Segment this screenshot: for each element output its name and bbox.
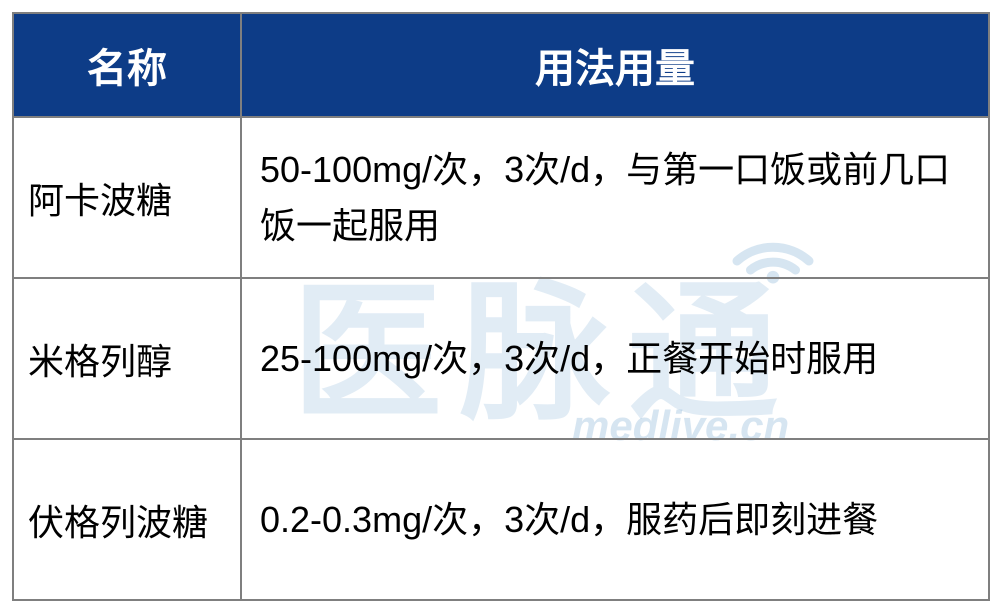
cell-name: 米格列醇 <box>13 278 241 439</box>
table-row: 伏格列波糖 0.2-0.3mg/次，3次/d，服药后即刻进餐 <box>13 439 989 600</box>
header-name: 名称 <box>13 13 241 117</box>
cell-usage: 25-100mg/次，3次/d，正餐开始时服用 <box>241 278 989 439</box>
header-usage: 用法用量 <box>241 13 989 117</box>
cell-name: 阿卡波糖 <box>13 117 241 278</box>
cell-name: 伏格列波糖 <box>13 439 241 600</box>
cell-usage: 50-100mg/次，3次/d，与第一口饭或前几口饭一起服用 <box>241 117 989 278</box>
table-row: 米格列醇 25-100mg/次，3次/d，正餐开始时服用 <box>13 278 989 439</box>
medication-table: 名称 用法用量 阿卡波糖 50-100mg/次，3次/d，与第一口饭或前几口饭一… <box>12 12 990 601</box>
cell-usage: 0.2-0.3mg/次，3次/d，服药后即刻进餐 <box>241 439 989 600</box>
table-header-row: 名称 用法用量 <box>13 13 989 117</box>
table-container: 医脉通 medlive.cn 名称 用法用量 阿卡波糖 <box>12 12 988 600</box>
table-row: 阿卡波糖 50-100mg/次，3次/d，与第一口饭或前几口饭一起服用 <box>13 117 989 278</box>
